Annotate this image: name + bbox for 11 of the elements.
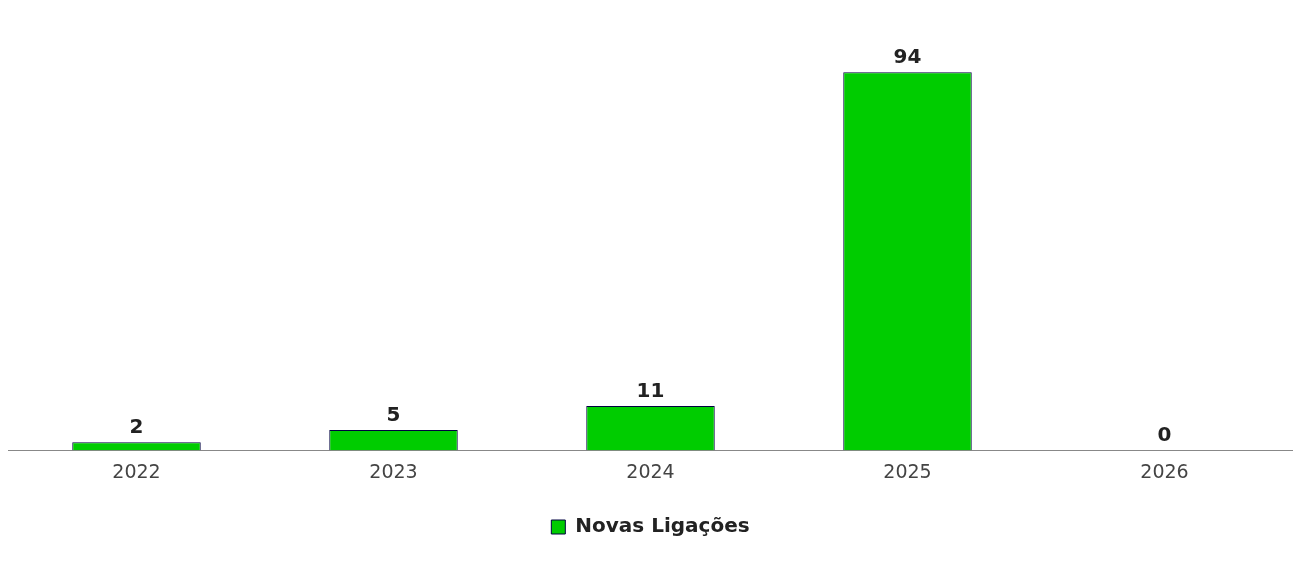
x-tick-label: 2023 — [369, 459, 418, 482]
x-tick-label: 2022 — [112, 459, 161, 482]
data-label: 2 — [129, 414, 144, 439]
x-tick-label: 2026 — [1140, 459, 1189, 482]
x-tick-label: 2025 — [883, 459, 932, 482]
data-label: 11 — [636, 378, 665, 403]
data-label: 5 — [386, 402, 401, 427]
legend-label: Novas Ligações — [575, 513, 750, 538]
x-tick-label: 2024 — [626, 459, 675, 482]
data-label: 94 — [893, 44, 922, 69]
data-label: 0 — [1157, 422, 1172, 447]
